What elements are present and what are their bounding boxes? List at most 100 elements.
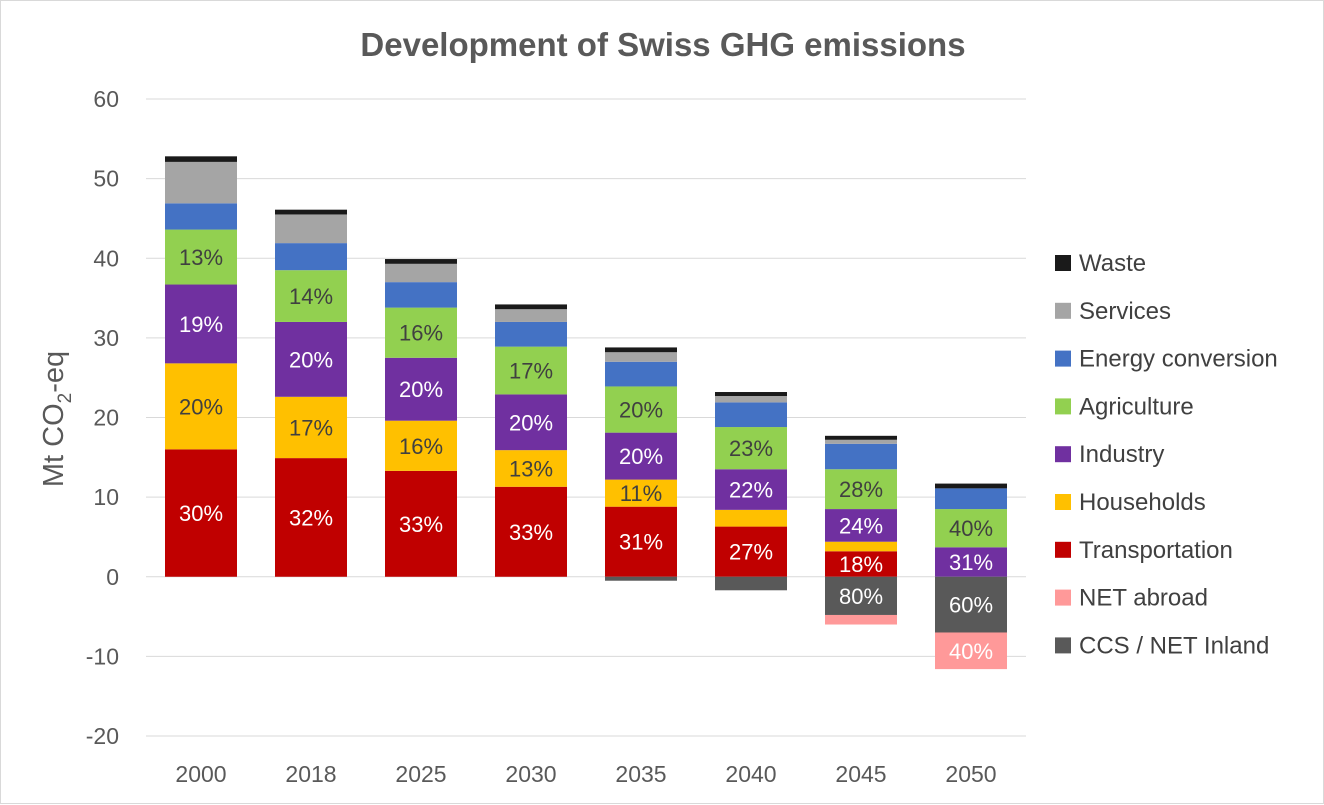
legend-label-industry: Industry xyxy=(1079,441,1164,468)
x-tick-label: 2045 xyxy=(835,761,886,787)
x-axis-ticks: 2000 2018 2025 2030 2035 2040 2045 2050 xyxy=(175,761,996,787)
y-tick-label: 20 xyxy=(93,405,119,431)
bar-services-2040 xyxy=(715,396,787,403)
bar-energy-conversion-2025 xyxy=(385,282,457,308)
bar-energy-conversion-2040 xyxy=(715,402,787,428)
bar-net-abroad-2045 xyxy=(825,614,897,625)
data-label-agriculture-2045: 28% xyxy=(839,477,883,502)
y-tick-label: -10 xyxy=(86,643,119,669)
bar-industry-2025 xyxy=(385,357,457,421)
bar-ccs-net-inland-2040 xyxy=(715,576,787,591)
data-label-industry-2018: 20% xyxy=(289,347,333,372)
data-label-transportation-2045: 18% xyxy=(839,552,883,577)
data-label-transportation-2018: 32% xyxy=(289,505,333,530)
bar-households-2040 xyxy=(715,509,787,527)
bar-industry-2050 xyxy=(935,547,1007,577)
bar-energy-conversion-2045 xyxy=(825,443,897,470)
legend-swatch-ccs-net-inland xyxy=(1055,637,1071,654)
bar-transportation-2030 xyxy=(495,486,567,577)
data-label-industry-2030: 20% xyxy=(509,410,553,435)
data-label-industry-2050: 31% xyxy=(949,550,993,575)
bar-waste-2030 xyxy=(495,304,567,310)
y-tick-label: 30 xyxy=(93,325,119,351)
bar-households-2018 xyxy=(275,396,347,459)
data-label-households-2035: 11% xyxy=(620,481,662,506)
y-tick-label: 10 xyxy=(93,484,119,510)
legend: Waste Services Energy conversion Agricultur… xyxy=(1055,250,1278,659)
y-axis-ticks: -20 -10 0 10 20 30 40 50 60 xyxy=(86,86,119,749)
bar-transportation-2035 xyxy=(605,506,677,577)
bar-services-2030 xyxy=(495,309,567,322)
data-labels: 30% 20% 19% 13% 32% 17% 20% 14% 33% 16% 20% 16% 33% 1… xyxy=(179,245,993,664)
bar-industry-2035 xyxy=(605,432,677,480)
data-label-transportation-2000: 30% xyxy=(179,501,223,526)
legend-label-ccs-net-inland: CCS / NET Inland xyxy=(1079,632,1269,659)
legend-label-energy-conversion: Energy conversion xyxy=(1079,346,1278,373)
data-label-industry-2045: 24% xyxy=(839,513,883,538)
data-label-agriculture-2030: 17% xyxy=(509,359,553,384)
bar-transportation-2025 xyxy=(385,470,457,577)
bar-agriculture-2040 xyxy=(715,427,787,470)
bar-agriculture-2025 xyxy=(385,307,457,358)
x-tick-label: 2030 xyxy=(505,761,556,787)
data-label-transportation-2030: 33% xyxy=(509,520,553,545)
x-tick-label: 2035 xyxy=(615,761,666,787)
data-label-agriculture-2035: 20% xyxy=(619,398,663,423)
x-tick-label: 2000 xyxy=(175,761,226,787)
bar-ccs-net-inland-2045 xyxy=(825,576,897,615)
legend-swatch-waste xyxy=(1055,255,1071,271)
data-label-ccs-net-inland-2045: 80% xyxy=(839,584,883,609)
data-label-transportation-2025: 33% xyxy=(399,512,443,537)
x-tick-label: 2018 xyxy=(285,761,336,787)
bar-transportation-2045 xyxy=(825,551,897,577)
bar-energy-conversion-2030 xyxy=(495,321,567,347)
bar-transportation-2018 xyxy=(275,458,347,577)
data-label-households-2030: 13% xyxy=(509,456,553,481)
bar-waste-2050 xyxy=(935,483,1007,489)
bar-energy-conversion-2018 xyxy=(275,243,347,271)
bar-waste-2000 xyxy=(165,156,237,162)
bars xyxy=(165,156,1007,670)
bar-agriculture-2045 xyxy=(825,469,897,510)
y-tick-label: -20 xyxy=(86,723,119,749)
bar-agriculture-2035 xyxy=(605,386,677,433)
data-label-ccs-net-inland-2050: 60% xyxy=(949,593,993,618)
legend-swatch-net-abroad xyxy=(1055,589,1071,606)
bar-waste-2025 xyxy=(385,259,457,264)
legend-label-services: Services xyxy=(1079,298,1171,325)
bar-ccs-net-inland-2035 xyxy=(605,576,677,581)
data-label-industry-2000: 19% xyxy=(179,312,223,337)
bar-services-2018 xyxy=(275,214,347,244)
bar-waste-2040 xyxy=(715,392,787,397)
legend-label-net-abroad: NET abroad xyxy=(1079,585,1208,612)
data-label-industry-2040: 22% xyxy=(729,478,773,503)
bar-agriculture-2050 xyxy=(935,509,1007,548)
bar-transportation-2040 xyxy=(715,526,787,577)
legend-label-households: Households xyxy=(1079,489,1206,516)
y-tick-label: 60 xyxy=(93,86,119,112)
bar-industry-2030 xyxy=(495,394,567,451)
bar-industry-2000 xyxy=(165,284,237,364)
bar-households-2035 xyxy=(605,479,677,507)
bar-energy-conversion-2000 xyxy=(165,203,237,230)
bar-industry-2018 xyxy=(275,321,347,397)
bar-energy-conversion-2035 xyxy=(605,361,677,387)
x-tick-label: 2050 xyxy=(945,761,996,787)
legend-swatch-transportation xyxy=(1055,541,1071,558)
legend-swatch-energy-conversion xyxy=(1055,350,1071,367)
bar-waste-2035 xyxy=(605,347,677,353)
bar-agriculture-2018 xyxy=(275,270,347,322)
bar-transportation-2000 xyxy=(165,449,237,577)
legend-swatch-industry xyxy=(1055,446,1071,463)
bar-waste-2018 xyxy=(275,209,347,215)
bar-services-2035 xyxy=(605,352,677,362)
chart-title: Development of Swiss GHG emissions xyxy=(360,26,965,63)
legend-swatch-services xyxy=(1055,302,1071,319)
legend-swatch-households xyxy=(1055,494,1071,510)
bar-industry-2040 xyxy=(715,469,787,510)
bar-industry-2045 xyxy=(825,509,897,542)
legend-swatch-agriculture xyxy=(1055,398,1071,415)
data-label-transportation-2035: 31% xyxy=(619,530,663,555)
bar-energy-conversion-2050 xyxy=(935,488,1007,510)
data-label-agriculture-2025: 16% xyxy=(399,321,443,346)
